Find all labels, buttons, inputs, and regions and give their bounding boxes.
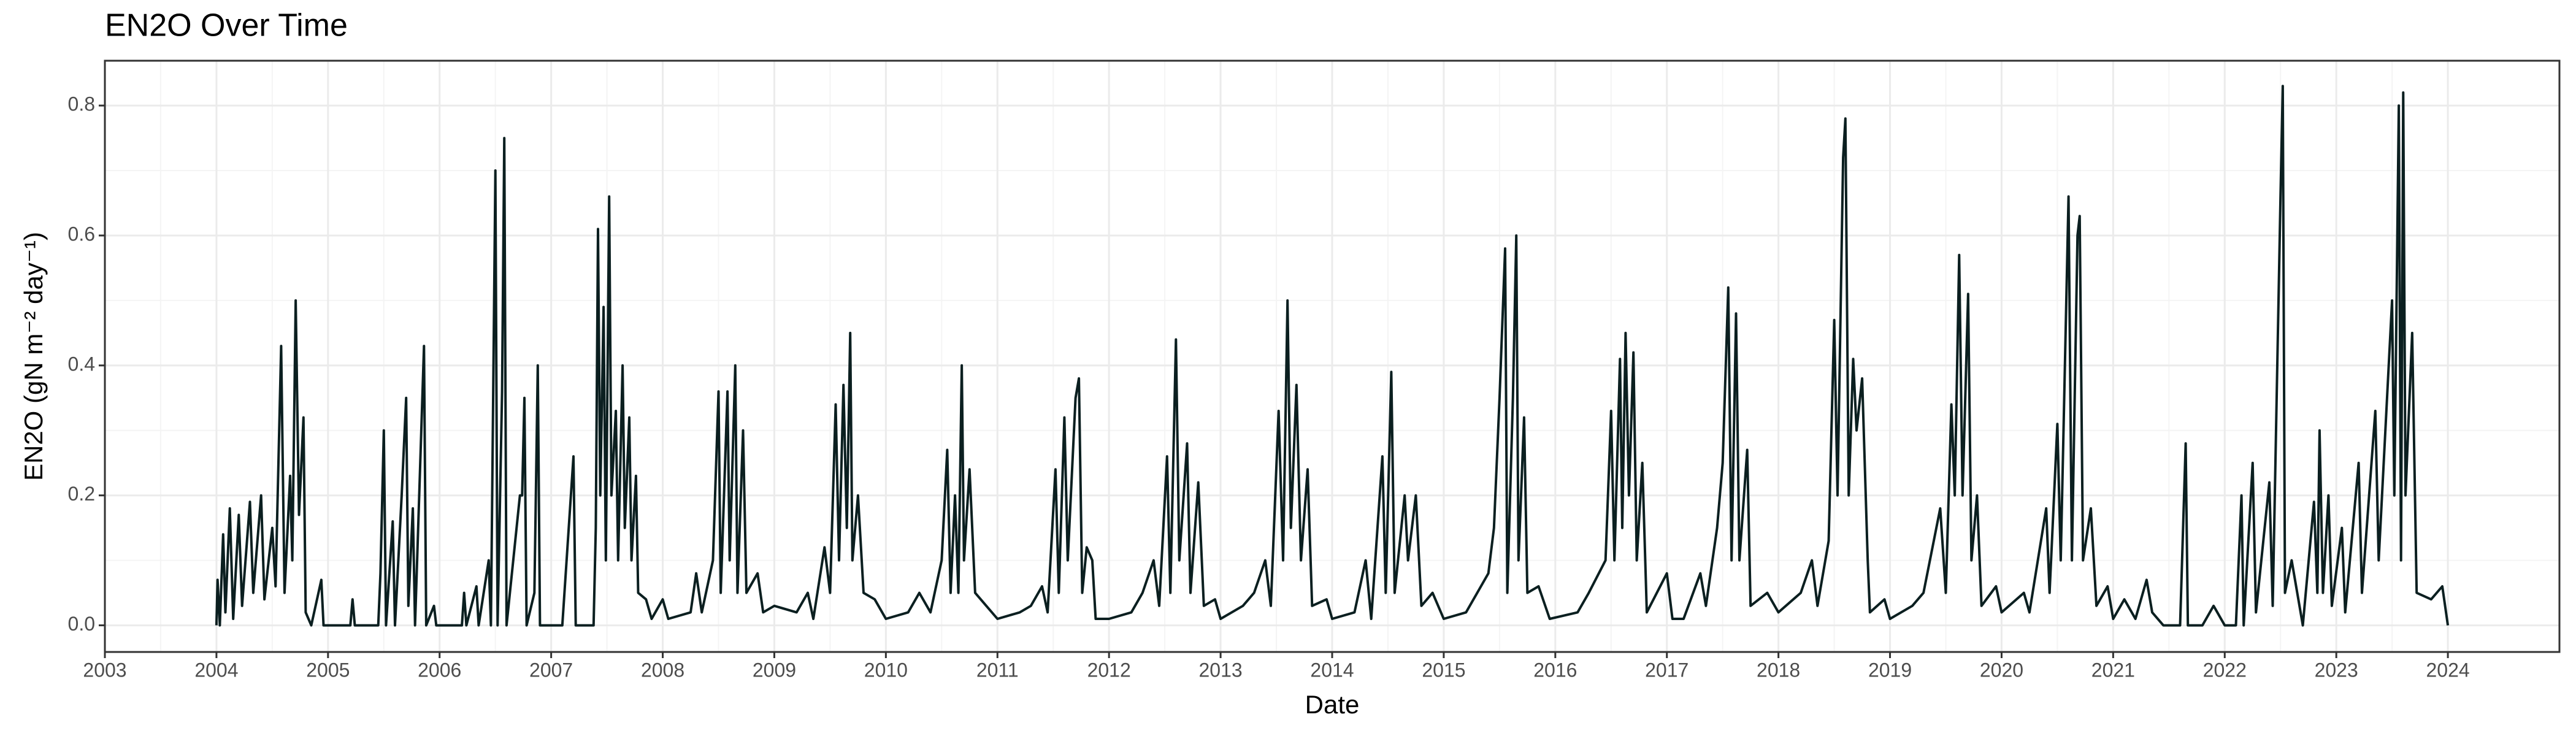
x-tick-label: 2012	[1087, 659, 1131, 681]
x-tick-label: 2015	[1422, 659, 1465, 681]
x-tick-label: 2021	[2091, 659, 2135, 681]
data-line	[215, 85, 2450, 627]
x-tick-label: 2019	[1868, 659, 1912, 681]
x-tick-label: 2010	[864, 659, 908, 681]
x-tick-label: 2008	[641, 659, 684, 681]
y-tick-label: 0.2	[68, 483, 95, 505]
x-tick-label: 2013	[1198, 659, 1242, 681]
x-tick-label: 2009	[753, 659, 796, 681]
x-tick-label: 2020	[1980, 659, 2023, 681]
x-tick-label: 2023	[2315, 659, 2358, 681]
y-tick-label: 0.0	[68, 613, 95, 635]
x-tick-label: 2006	[418, 659, 461, 681]
x-tick-label: 2018	[1757, 659, 1800, 681]
x-tick-label: 2014	[1310, 659, 1354, 681]
plot-border	[104, 59, 2561, 653]
x-tick-label: 2016	[1533, 659, 1577, 681]
x-tick-label: 2022	[2203, 659, 2247, 681]
x-tick-label: 2003	[83, 659, 126, 681]
x-tick-label: 2004	[194, 659, 238, 681]
x-tick-label: 2017	[1645, 659, 1689, 681]
x-tick-label: 2024	[2426, 659, 2469, 681]
chart-title: EN2O Over Time	[105, 8, 348, 44]
x-tick-label: 2007	[529, 659, 573, 681]
x-tick-label: 2011	[976, 659, 1019, 681]
x-axis-title: Date	[1305, 690, 1360, 719]
y-tick-label: 0.4	[68, 353, 95, 375]
y-tick-label: 0.6	[68, 223, 95, 245]
x-tick-label: 2005	[306, 659, 350, 681]
y-axis-title: EN2O (gN m⁻² day⁻¹)	[19, 232, 48, 481]
y-tick-label: 0.8	[68, 93, 95, 115]
